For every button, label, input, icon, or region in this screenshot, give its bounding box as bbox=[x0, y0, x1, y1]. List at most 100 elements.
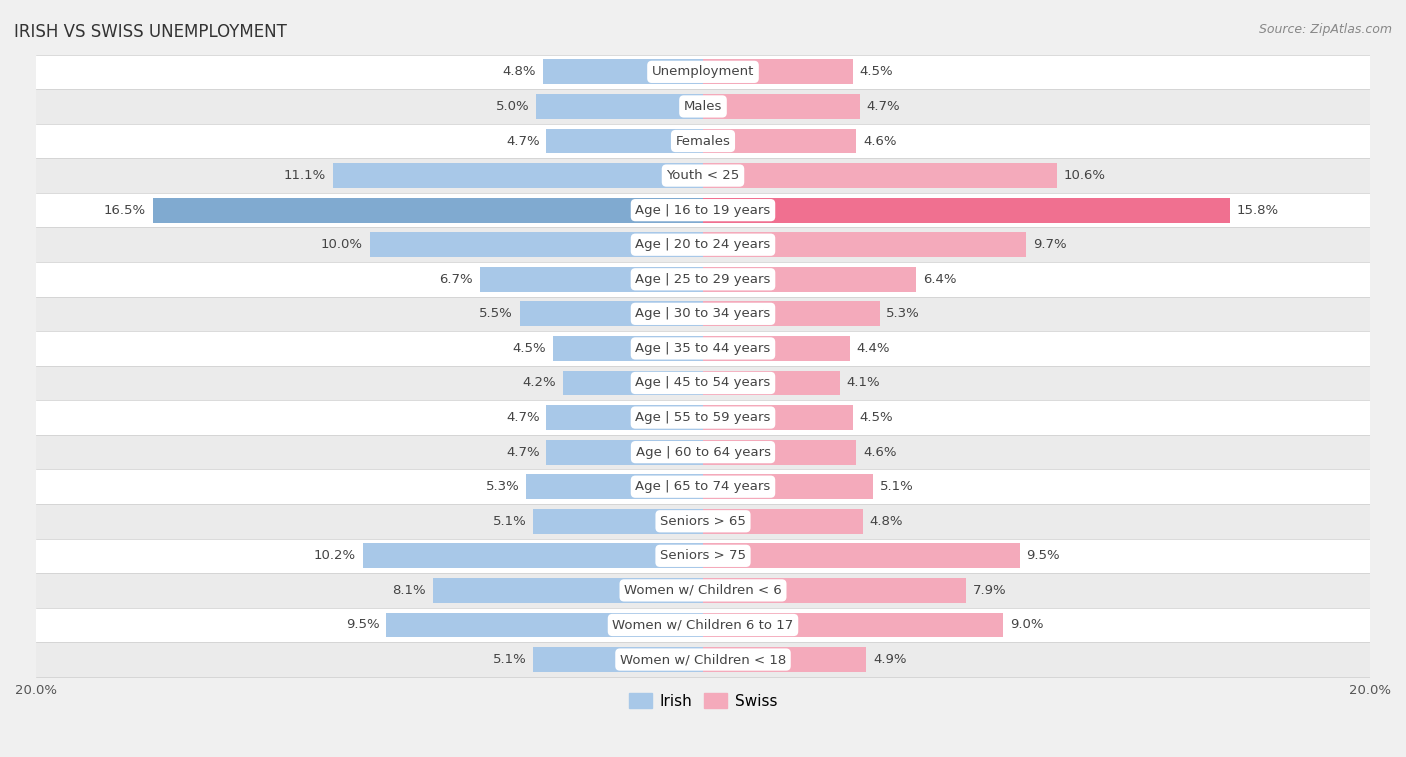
Text: 5.1%: 5.1% bbox=[880, 480, 914, 494]
Bar bbox=[479, 266, 703, 291]
Text: Age | 55 to 59 years: Age | 55 to 59 years bbox=[636, 411, 770, 424]
Text: Women w/ Children 6 to 17: Women w/ Children 6 to 17 bbox=[613, 618, 793, 631]
FancyBboxPatch shape bbox=[37, 193, 1369, 227]
FancyBboxPatch shape bbox=[37, 400, 1369, 435]
Text: Source: ZipAtlas.com: Source: ZipAtlas.com bbox=[1258, 23, 1392, 36]
Text: Females: Females bbox=[675, 135, 731, 148]
Text: 6.4%: 6.4% bbox=[924, 273, 956, 286]
Text: 5.3%: 5.3% bbox=[886, 307, 920, 320]
FancyBboxPatch shape bbox=[37, 573, 1369, 608]
FancyBboxPatch shape bbox=[37, 504, 1369, 538]
FancyBboxPatch shape bbox=[37, 642, 1369, 677]
Bar bbox=[703, 509, 863, 534]
Text: IRISH VS SWISS UNEMPLOYMENT: IRISH VS SWISS UNEMPLOYMENT bbox=[14, 23, 287, 41]
Bar bbox=[547, 129, 703, 154]
Text: Age | 16 to 19 years: Age | 16 to 19 years bbox=[636, 204, 770, 217]
FancyBboxPatch shape bbox=[37, 89, 1369, 123]
Text: 4.8%: 4.8% bbox=[870, 515, 903, 528]
Text: 4.5%: 4.5% bbox=[859, 65, 893, 79]
Text: 9.0%: 9.0% bbox=[1010, 618, 1043, 631]
Text: 15.8%: 15.8% bbox=[1237, 204, 1278, 217]
Text: 4.7%: 4.7% bbox=[506, 411, 540, 424]
Text: 4.4%: 4.4% bbox=[856, 342, 890, 355]
Bar bbox=[370, 232, 703, 257]
Text: 4.8%: 4.8% bbox=[503, 65, 536, 79]
Text: Age | 30 to 34 years: Age | 30 to 34 years bbox=[636, 307, 770, 320]
Bar bbox=[547, 405, 703, 430]
FancyBboxPatch shape bbox=[37, 469, 1369, 504]
Text: 4.5%: 4.5% bbox=[513, 342, 547, 355]
FancyBboxPatch shape bbox=[37, 435, 1369, 469]
Text: 4.7%: 4.7% bbox=[506, 135, 540, 148]
Bar bbox=[703, 163, 1056, 188]
Bar bbox=[703, 612, 1002, 637]
Text: 4.6%: 4.6% bbox=[863, 446, 897, 459]
Text: 11.1%: 11.1% bbox=[284, 169, 326, 182]
Text: Unemployment: Unemployment bbox=[652, 65, 754, 79]
FancyBboxPatch shape bbox=[37, 538, 1369, 573]
Text: 4.7%: 4.7% bbox=[866, 100, 900, 113]
Text: 5.5%: 5.5% bbox=[479, 307, 513, 320]
Text: 5.3%: 5.3% bbox=[486, 480, 520, 494]
Bar bbox=[333, 163, 703, 188]
Bar bbox=[703, 440, 856, 465]
Bar bbox=[703, 59, 853, 84]
Text: 4.5%: 4.5% bbox=[859, 411, 893, 424]
Text: 5.1%: 5.1% bbox=[492, 515, 526, 528]
FancyBboxPatch shape bbox=[37, 331, 1369, 366]
FancyBboxPatch shape bbox=[37, 123, 1369, 158]
Text: Age | 45 to 54 years: Age | 45 to 54 years bbox=[636, 376, 770, 390]
Bar bbox=[703, 647, 866, 672]
Text: Women w/ Children < 6: Women w/ Children < 6 bbox=[624, 584, 782, 597]
Bar bbox=[526, 474, 703, 499]
Bar bbox=[433, 578, 703, 603]
Text: 7.9%: 7.9% bbox=[973, 584, 1007, 597]
Text: 6.7%: 6.7% bbox=[439, 273, 472, 286]
Bar bbox=[703, 232, 1026, 257]
Bar bbox=[533, 509, 703, 534]
FancyBboxPatch shape bbox=[37, 158, 1369, 193]
Text: 10.0%: 10.0% bbox=[321, 238, 363, 251]
Bar bbox=[562, 370, 703, 395]
Bar bbox=[703, 198, 1230, 223]
FancyBboxPatch shape bbox=[37, 227, 1369, 262]
Bar bbox=[553, 336, 703, 361]
Text: Women w/ Children < 18: Women w/ Children < 18 bbox=[620, 653, 786, 666]
Bar bbox=[703, 129, 856, 154]
Bar bbox=[153, 198, 703, 223]
Text: 4.9%: 4.9% bbox=[873, 653, 907, 666]
Bar bbox=[703, 94, 859, 119]
Text: 5.1%: 5.1% bbox=[492, 653, 526, 666]
Bar bbox=[543, 59, 703, 84]
Bar bbox=[387, 612, 703, 637]
FancyBboxPatch shape bbox=[37, 608, 1369, 642]
Bar bbox=[703, 578, 966, 603]
Bar bbox=[703, 301, 880, 326]
Text: Seniors > 75: Seniors > 75 bbox=[659, 550, 747, 562]
Bar bbox=[547, 440, 703, 465]
Bar bbox=[536, 94, 703, 119]
FancyBboxPatch shape bbox=[37, 262, 1369, 297]
Bar bbox=[703, 370, 839, 395]
Text: 4.6%: 4.6% bbox=[863, 135, 897, 148]
Text: 10.6%: 10.6% bbox=[1063, 169, 1105, 182]
Text: 9.5%: 9.5% bbox=[346, 618, 380, 631]
Text: Age | 20 to 24 years: Age | 20 to 24 years bbox=[636, 238, 770, 251]
Text: 5.0%: 5.0% bbox=[496, 100, 530, 113]
Bar bbox=[703, 336, 849, 361]
Bar bbox=[533, 647, 703, 672]
Bar bbox=[703, 266, 917, 291]
FancyBboxPatch shape bbox=[37, 297, 1369, 331]
Bar bbox=[703, 474, 873, 499]
FancyBboxPatch shape bbox=[37, 366, 1369, 400]
Text: 9.7%: 9.7% bbox=[1033, 238, 1067, 251]
Text: Age | 65 to 74 years: Age | 65 to 74 years bbox=[636, 480, 770, 494]
Text: 16.5%: 16.5% bbox=[104, 204, 146, 217]
Text: Age | 35 to 44 years: Age | 35 to 44 years bbox=[636, 342, 770, 355]
Text: Age | 60 to 64 years: Age | 60 to 64 years bbox=[636, 446, 770, 459]
Text: Age | 25 to 29 years: Age | 25 to 29 years bbox=[636, 273, 770, 286]
Text: 9.5%: 9.5% bbox=[1026, 550, 1060, 562]
Legend: Irish, Swiss: Irish, Swiss bbox=[623, 687, 783, 715]
Text: 10.2%: 10.2% bbox=[314, 550, 356, 562]
Bar bbox=[363, 544, 703, 569]
